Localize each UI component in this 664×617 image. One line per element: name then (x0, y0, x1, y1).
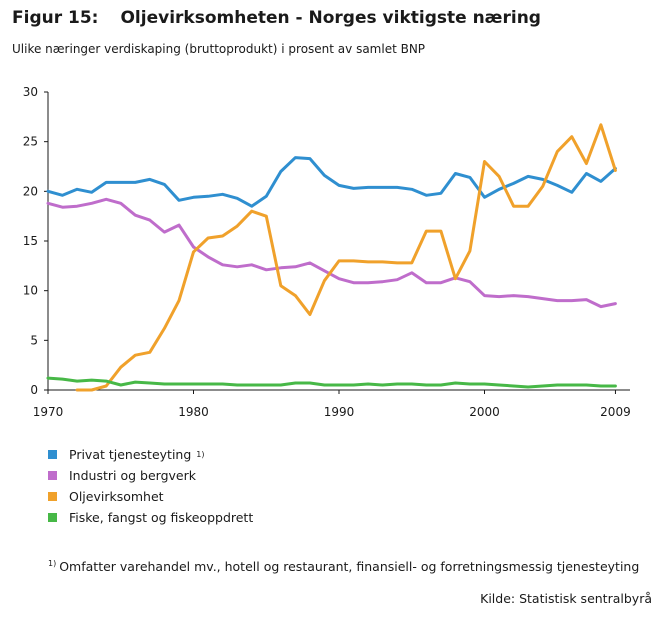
legend-item: Oljevirksomhet (48, 486, 253, 507)
y-tick-label: 0 (30, 383, 38, 397)
legend-label: Fiske, fangst og fiskeoppdrett (69, 510, 254, 525)
series-line-oljevirksomhet (75, 123, 617, 392)
y-tick-label: 25 (23, 135, 38, 149)
footnote: 1) Omfatter varehandel mv., hotell og res… (48, 559, 639, 574)
x-tick-label: 1980 (178, 405, 209, 419)
legend-item: Privat tjenesteyting 1) (48, 444, 253, 465)
chart-legend: Privat tjenesteyting 1) Industri og bergve… (48, 444, 253, 528)
series-line-industri-og-bergverk (46, 197, 617, 309)
figure-number: Figur 15: (12, 8, 99, 28)
line-chart: 0 5 10 15 20 25 30 1970 1980 1990 2000 2009 (23, 85, 631, 419)
chart-tick-labels: 0 5 10 15 20 25 30 1970 1980 1990 2000 2009 (23, 85, 631, 419)
y-tick-label: 5 (30, 333, 38, 347)
legend-swatch (48, 471, 57, 480)
source-credit: Kilde: Statistisk sentralbyrå (480, 591, 652, 606)
legend-footnote-marker: 1) (196, 450, 205, 459)
chart-series (46, 123, 617, 392)
series-line-privat-tjenesteyting (46, 156, 617, 208)
x-tick-label: 2000 (469, 405, 500, 419)
x-tick-label: 1990 (324, 405, 355, 419)
legend-label: Oljevirksomhet (69, 489, 164, 504)
x-tick-label: 1970 (33, 405, 64, 419)
legend-swatch (48, 492, 57, 501)
legend-label: Privat tjenesteyting (69, 447, 192, 462)
y-tick-label: 10 (23, 284, 38, 298)
y-tick-label: 20 (23, 184, 38, 198)
y-tick-label: 30 (23, 85, 38, 99)
chart-axes (44, 91, 630, 394)
footnote-text: Omfatter varehandel mv., hotell og resta… (59, 559, 640, 574)
y-tick-label: 15 (23, 234, 38, 248)
footnote-marker: 1) (48, 559, 57, 568)
series-line-fiske-fangst-og-fiskeoppdrett (46, 376, 617, 389)
figure-title: Oljevirksomheten - Norges viktigste næri… (120, 8, 541, 28)
legend-item: Fiske, fangst og fiskeoppdrett (48, 507, 253, 528)
legend-label: Industri og bergverk (69, 468, 196, 483)
legend-swatch (48, 513, 57, 522)
legend-item: Industri og bergverk (48, 465, 253, 486)
x-tick-label: 2009 (600, 405, 631, 419)
figure-subtitle: Ulike næringer verdiskaping (bruttoprodu… (12, 42, 426, 56)
legend-swatch (48, 450, 57, 459)
figure-heading: Figur 15: Oljevirksomheten - Norges vikti… (12, 8, 541, 28)
